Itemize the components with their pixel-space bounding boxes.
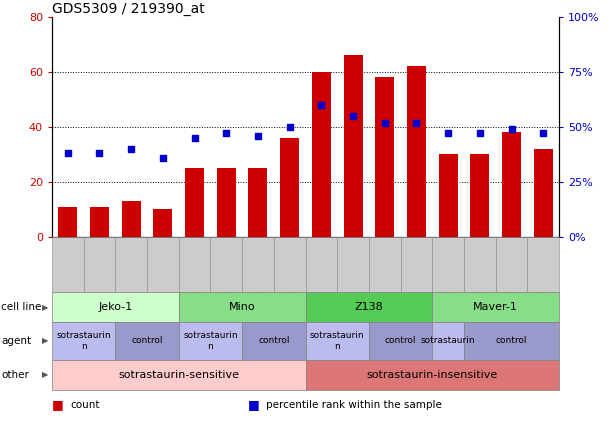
Bar	[58, 207, 78, 237]
Bar	[217, 168, 236, 237]
Text: sotrastaurin-sensitive: sotrastaurin-sensitive	[118, 370, 240, 380]
Bar	[407, 66, 426, 237]
Text: other: other	[1, 370, 29, 380]
Point	[412, 119, 422, 126]
Point	[443, 130, 453, 137]
Text: control: control	[496, 336, 527, 346]
Bar	[280, 138, 299, 237]
Text: sotrastaurin
n: sotrastaurin n	[310, 331, 365, 351]
Bar	[122, 201, 141, 237]
Bar	[249, 168, 268, 237]
Bar	[502, 132, 521, 237]
Text: count: count	[70, 400, 100, 410]
Text: ▶: ▶	[42, 370, 49, 379]
Bar	[312, 72, 331, 237]
Point	[507, 126, 516, 132]
Text: control: control	[131, 336, 163, 346]
Point	[285, 124, 295, 130]
Point	[253, 132, 263, 139]
Text: ▶: ▶	[42, 302, 49, 312]
Text: sotrastaurin
n: sotrastaurin n	[56, 331, 111, 351]
Point	[538, 130, 548, 137]
Bar	[153, 209, 172, 237]
Text: Mino: Mino	[229, 302, 255, 312]
Text: sotrastaurin-insensitive: sotrastaurin-insensitive	[367, 370, 498, 380]
Text: sotrastaurin: sotrastaurin	[421, 336, 475, 346]
Text: control: control	[258, 336, 290, 346]
Text: Jeko-1: Jeko-1	[98, 302, 133, 312]
Point	[475, 130, 485, 137]
Point	[221, 130, 231, 137]
Text: Z138: Z138	[354, 302, 383, 312]
Point	[189, 135, 199, 141]
Text: ■: ■	[247, 398, 259, 411]
Text: GDS5309 / 219390_at: GDS5309 / 219390_at	[52, 2, 205, 16]
Text: ■: ■	[52, 398, 64, 411]
Point	[158, 154, 168, 161]
Point	[380, 119, 390, 126]
Text: agent: agent	[1, 336, 31, 346]
Text: sotrastaurin
n: sotrastaurin n	[183, 331, 238, 351]
Bar	[470, 154, 489, 237]
Point	[348, 113, 358, 119]
Text: Maver-1: Maver-1	[474, 302, 518, 312]
Bar	[90, 207, 109, 237]
Point	[316, 102, 326, 108]
Text: cell line: cell line	[1, 302, 42, 312]
Text: control: control	[385, 336, 416, 346]
Point	[126, 146, 136, 152]
Point	[63, 150, 73, 157]
Bar	[534, 149, 553, 237]
Bar	[185, 168, 204, 237]
Bar	[343, 55, 362, 237]
Text: ▶: ▶	[42, 336, 49, 346]
Point	[95, 150, 104, 157]
Bar	[439, 154, 458, 237]
Text: percentile rank within the sample: percentile rank within the sample	[266, 400, 442, 410]
Bar	[375, 77, 394, 237]
